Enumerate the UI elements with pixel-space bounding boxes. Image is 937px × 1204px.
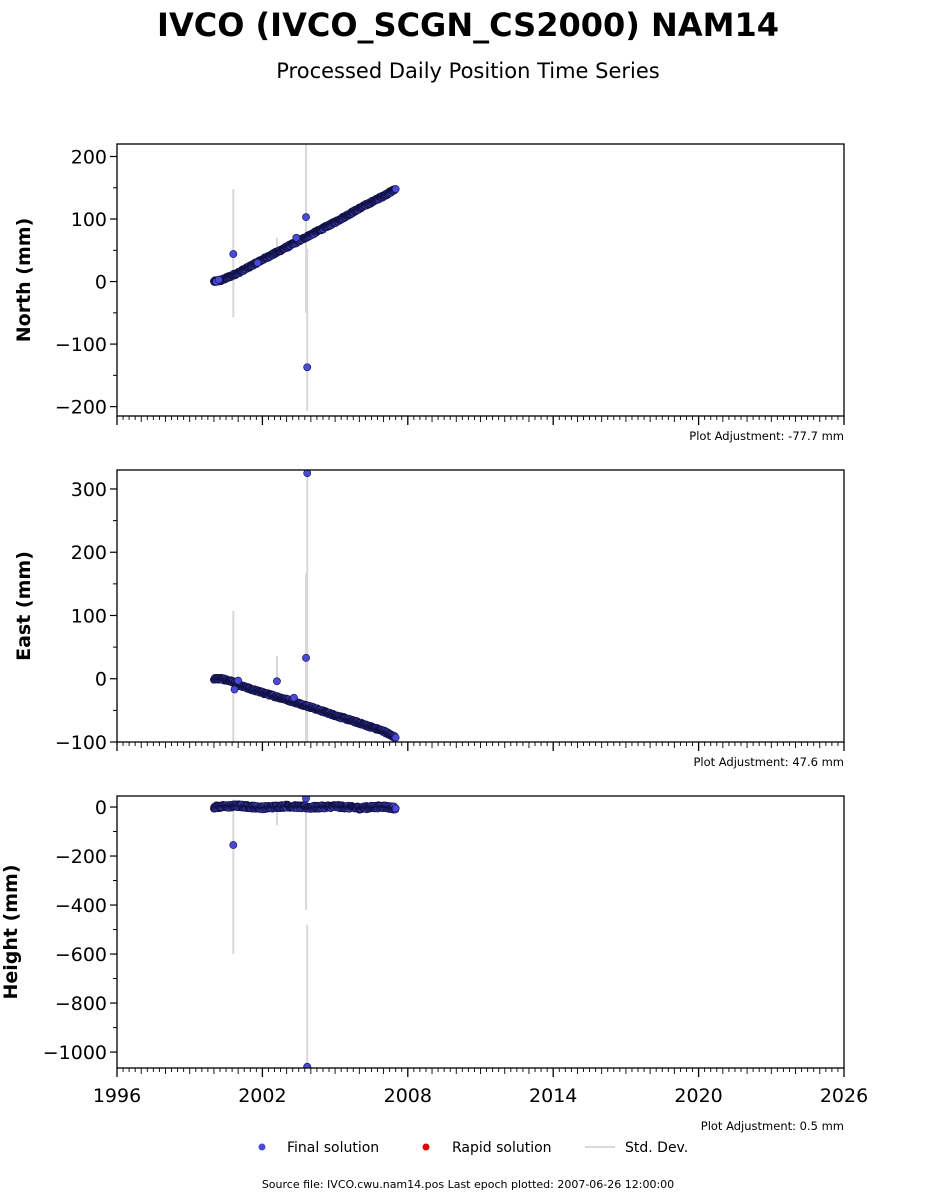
outlier-point (234, 676, 243, 685)
y-tick-label: −400 (55, 895, 107, 917)
y-tick-label: −100 (55, 732, 107, 754)
outlier-point (229, 841, 238, 849)
outlier-point (214, 275, 223, 284)
legend-final-marker (258, 1143, 266, 1151)
panel-1: −200 −100 0 100 200 North (mm) Plot Adjustment… (13, 143, 845, 443)
plot-area (210, 796, 400, 1068)
y-axis-label: North (mm) (13, 218, 35, 343)
outlier-point (303, 470, 312, 478)
outlier-point (303, 363, 312, 372)
x-tick-label: 2026 (820, 1085, 868, 1107)
outlier-point (253, 258, 262, 267)
panel-3: −1000 −800 −600 −400 −200 0 1996 2002 2008 2014 20… (0, 795, 868, 1133)
outlier-point (302, 213, 310, 222)
y-tick-label: 0 (95, 797, 107, 819)
y-tick-label: 200 (71, 147, 107, 169)
y-tick-label: −600 (55, 944, 107, 966)
legend: Final solution Rapid solution Std. Dev. (258, 1140, 688, 1156)
outlier-point (229, 250, 238, 258)
axes-frame (116, 795, 845, 1069)
y-tick-label: 100 (71, 605, 107, 627)
y-tick-label: −200 (55, 397, 107, 419)
x-tick-label: 2014 (529, 1085, 577, 1107)
outlier-point (302, 653, 310, 662)
y-tick-label: −800 (55, 993, 107, 1015)
outlier-point (302, 796, 310, 803)
x-tick-label: 1996 (93, 1085, 141, 1107)
y-tick-label: 0 (95, 272, 107, 294)
plot-area (210, 144, 400, 411)
data-point (391, 733, 400, 742)
y-tick-label: 0 (95, 669, 107, 691)
legend-final-label: Final solution (287, 1140, 379, 1156)
y-axis-label: Height (mm) (0, 864, 22, 999)
outlier-point (290, 693, 298, 702)
y-axis-label: East (mm) (13, 551, 35, 661)
x-tick-label: 2008 (384, 1085, 432, 1107)
plot-area (210, 470, 400, 742)
outlier-point (303, 1062, 312, 1068)
outlier-point (273, 677, 281, 686)
legend-stddev-label: Std. Dev. (625, 1140, 688, 1156)
chart-title: IVCO (IVCO_SCGN_CS2000) NAM14 (157, 6, 779, 44)
x-tick-label: 2020 (674, 1085, 722, 1107)
outlier-point (230, 685, 239, 694)
y-tick-label: 200 (71, 542, 107, 564)
y-tick-label: −200 (55, 846, 107, 868)
plot-adjustment-label: Plot Adjustment: 47.6 mm (693, 755, 844, 769)
y-tick-label: −100 (55, 334, 107, 356)
y-tick-label: 300 (71, 479, 107, 501)
chart-subtitle: Processed Daily Position Time Series (276, 59, 660, 83)
data-point (391, 804, 400, 813)
data-point (391, 185, 400, 193)
plot-adjustment-label: Plot Adjustment: 0.5 mm (701, 1119, 844, 1133)
plot-adjustment-label: Plot Adjustment: -77.7 mm (689, 429, 844, 443)
legend-rapid-marker (422, 1143, 430, 1151)
y-tick-label: 100 (71, 209, 107, 231)
axes-frame (116, 469, 845, 743)
panel-2: −100 0 100 200 300 East (mm) Plot Adjustment: … (13, 469, 845, 769)
source-footer: Source file: IVCO.cwu.nam14.pos Last epo… (262, 1178, 674, 1191)
outlier-point (292, 233, 301, 242)
y-tick-label: −1000 (43, 1042, 107, 1064)
legend-rapid-label: Rapid solution (452, 1140, 552, 1156)
x-tick-label: 2002 (238, 1085, 286, 1107)
